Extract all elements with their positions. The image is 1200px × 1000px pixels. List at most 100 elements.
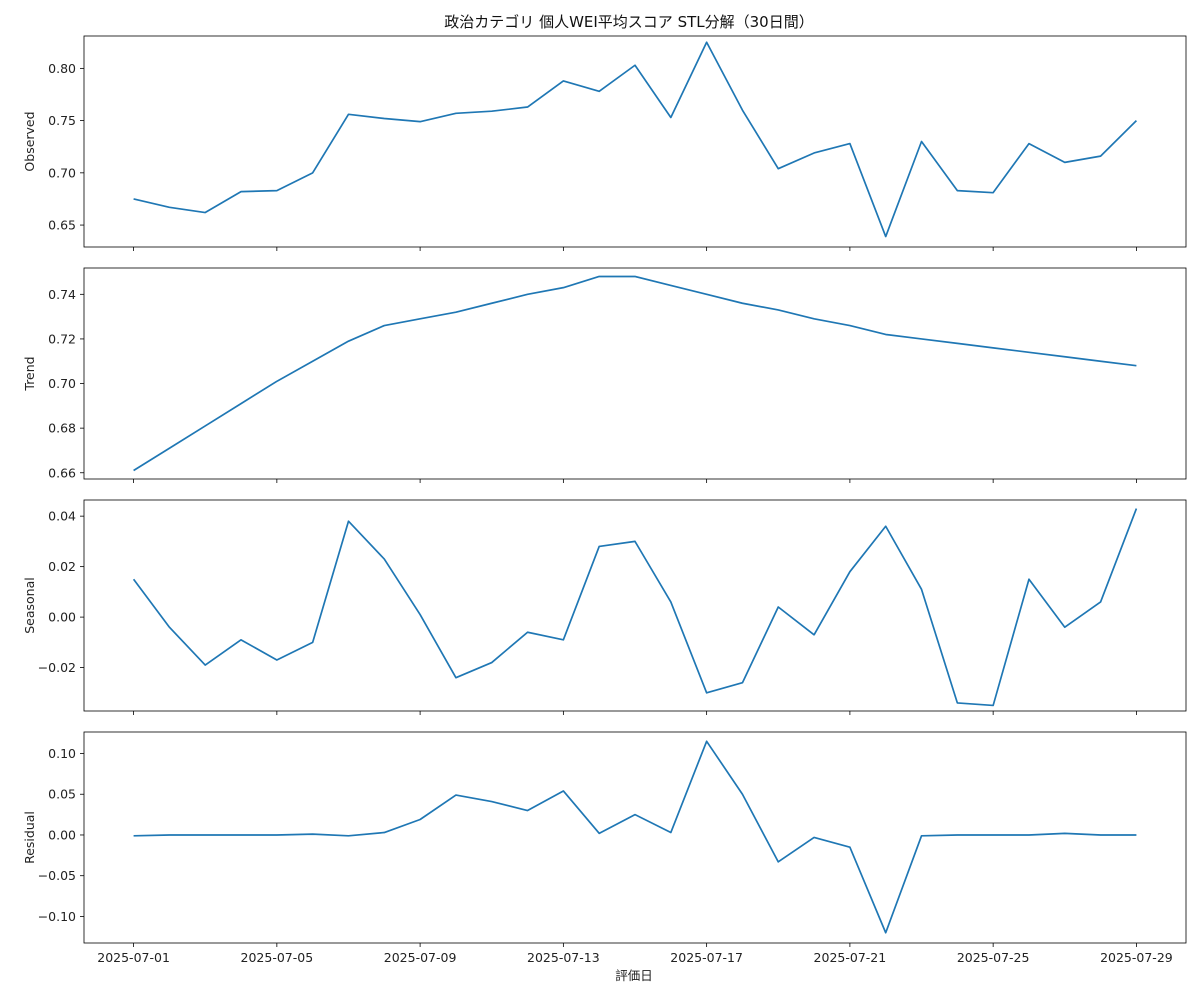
panel-residual: −0.10 −0.05 0.00 0.05 0.10 Residual: [22, 731, 1187, 947]
series-line-observed: [133, 41, 1138, 238]
data-point: [1063, 626, 1066, 629]
data-point: [956, 701, 959, 704]
x-tick-label: 2025-07-05: [241, 950, 314, 965]
data-point: [490, 110, 493, 113]
data-point: [204, 663, 207, 666]
panel-frame: [83, 731, 1187, 944]
data-point: [669, 116, 672, 119]
data-point: [239, 638, 242, 641]
series-line-residual: [133, 740, 1137, 934]
data-point: [562, 286, 565, 289]
data-point: [132, 469, 135, 472]
data-point: [347, 834, 350, 837]
data-point: [562, 638, 565, 641]
y-tick-label: 0.00: [48, 610, 76, 625]
data-point: [669, 831, 672, 834]
data-point: [669, 284, 672, 287]
y-tick-label: −0.02: [38, 660, 76, 675]
data-point: [705, 41, 708, 44]
data-point: [383, 117, 386, 120]
data-point: [526, 809, 529, 812]
data-point: [920, 337, 923, 340]
data-point: [454, 311, 457, 314]
data-point: [812, 836, 815, 839]
data-point: [812, 317, 815, 320]
y-tick-label: 0.02: [48, 559, 76, 574]
x-tick-label: 2025-07-09: [384, 950, 457, 965]
data-point: [741, 302, 744, 305]
data-point: [633, 813, 636, 816]
x-tick-label: 2025-07-13: [527, 950, 600, 965]
data-point: [311, 360, 314, 363]
panels: 0.65 0.70 0.75 0.80 Observed 0.66 0.68 0.70 0.72…: [22, 35, 1187, 947]
panel-observed: 0.65 0.70 0.75 0.80 Observed: [22, 35, 1187, 251]
data-point: [1135, 364, 1138, 367]
panel-frame: [83, 267, 1187, 480]
x-tick-label: 2025-07-21: [814, 950, 887, 965]
data-point: [490, 302, 493, 305]
data-point: [1027, 833, 1030, 836]
data-point: [920, 834, 923, 837]
x-tick-label: 2025-07-17: [670, 950, 743, 965]
data-point: [132, 197, 135, 200]
data-point: [992, 833, 995, 836]
data-point: [454, 793, 457, 796]
data-point: [705, 691, 708, 694]
data-point: [884, 235, 887, 238]
data-point: [848, 846, 851, 849]
data-point: [598, 90, 601, 93]
x-tick-label: 2025-07-01: [97, 950, 170, 965]
data-point: [705, 293, 708, 296]
data-point: [1063, 161, 1066, 164]
data-point: [383, 324, 386, 327]
data-point: [239, 402, 242, 405]
data-point: [598, 832, 601, 835]
data-point: [454, 112, 457, 115]
data-point: [956, 833, 959, 836]
data-point: [777, 605, 780, 608]
y-axis-label: Seasonal: [22, 577, 37, 634]
data-point: [275, 658, 278, 661]
data-point: [311, 641, 314, 644]
y-tick-label: 0.68: [48, 421, 76, 436]
data-point: [992, 191, 995, 194]
y-tick-label: 0.70: [48, 376, 76, 391]
y-tick-label: −0.10: [38, 909, 76, 924]
data-point: [1099, 833, 1102, 836]
y-tick-label: −0.05: [38, 868, 76, 883]
data-point: [204, 833, 207, 836]
data-point: [419, 317, 422, 320]
y-axis-label: Residual: [22, 811, 37, 864]
data-point: [956, 189, 959, 192]
data-point: [884, 931, 887, 934]
data-point: [848, 570, 851, 573]
data-point: [562, 789, 565, 792]
y-tick-label: 0.72: [48, 331, 76, 346]
panel-frame: [83, 499, 1187, 712]
y-tick-label: 0.00: [48, 827, 76, 842]
y-tick-label: 0.04: [48, 509, 76, 524]
data-point: [204, 211, 207, 214]
data-point: [741, 793, 744, 796]
data-point: [168, 206, 171, 209]
data-point: [383, 557, 386, 560]
data-point: [741, 109, 744, 112]
y-tick-label: 0.80: [48, 61, 76, 76]
data-point: [454, 676, 457, 679]
data-point: [419, 120, 422, 123]
data-point: [920, 588, 923, 591]
data-point: [1099, 155, 1102, 158]
panel-frame: [83, 35, 1187, 248]
data-point: [777, 308, 780, 311]
data-point: [168, 833, 171, 836]
data-point: [1099, 600, 1102, 603]
data-point: [598, 545, 601, 548]
panel-seasonal: −0.02 0.00 0.02 0.04 Seasonal: [22, 499, 1187, 715]
data-point: [204, 424, 207, 427]
data-point: [239, 190, 242, 193]
data-point: [562, 79, 565, 82]
data-point: [239, 833, 242, 836]
data-point: [633, 275, 636, 278]
data-point: [526, 631, 529, 634]
